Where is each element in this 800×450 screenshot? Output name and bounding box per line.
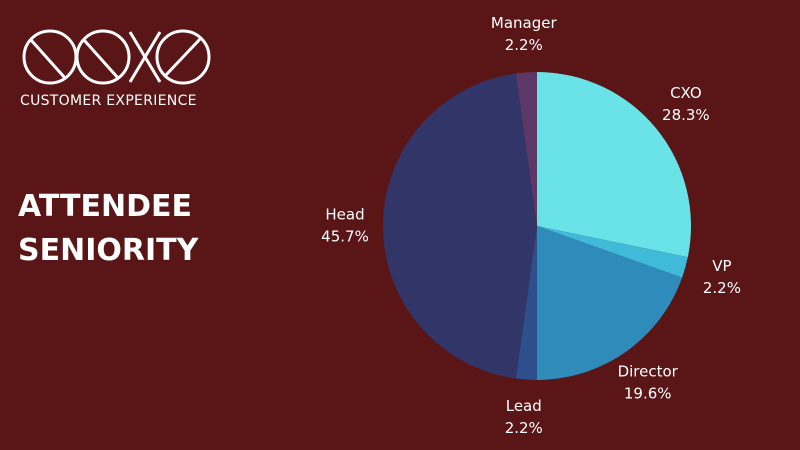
pie-slice — [537, 226, 688, 278]
pie-slice — [537, 72, 691, 258]
slice-label: VP — [712, 257, 731, 275]
pie-slice — [515, 72, 537, 226]
pie-slice — [515, 226, 537, 380]
chart-title: ATTENDEE SENIORITY — [18, 189, 199, 268]
value-label: 2.2% — [703, 279, 741, 297]
value-label: 2.2% — [505, 419, 543, 437]
tagline: CUSTOMER EXPERIENCE — [20, 93, 197, 109]
pie-slice — [383, 73, 537, 379]
slice-label: Lead — [506, 397, 542, 415]
logo — [22, 29, 211, 85]
pie-slice — [537, 226, 683, 380]
slice-label: Manager — [491, 14, 558, 32]
value-label: 2.2% — [505, 36, 543, 54]
slice-label: Head — [325, 206, 364, 224]
slice-label: Director — [618, 362, 679, 380]
value-label: 45.7% — [321, 228, 369, 246]
value-label: 28.3% — [662, 106, 710, 124]
slice-label: CXO — [670, 84, 702, 102]
value-label: 19.6% — [624, 384, 672, 402]
